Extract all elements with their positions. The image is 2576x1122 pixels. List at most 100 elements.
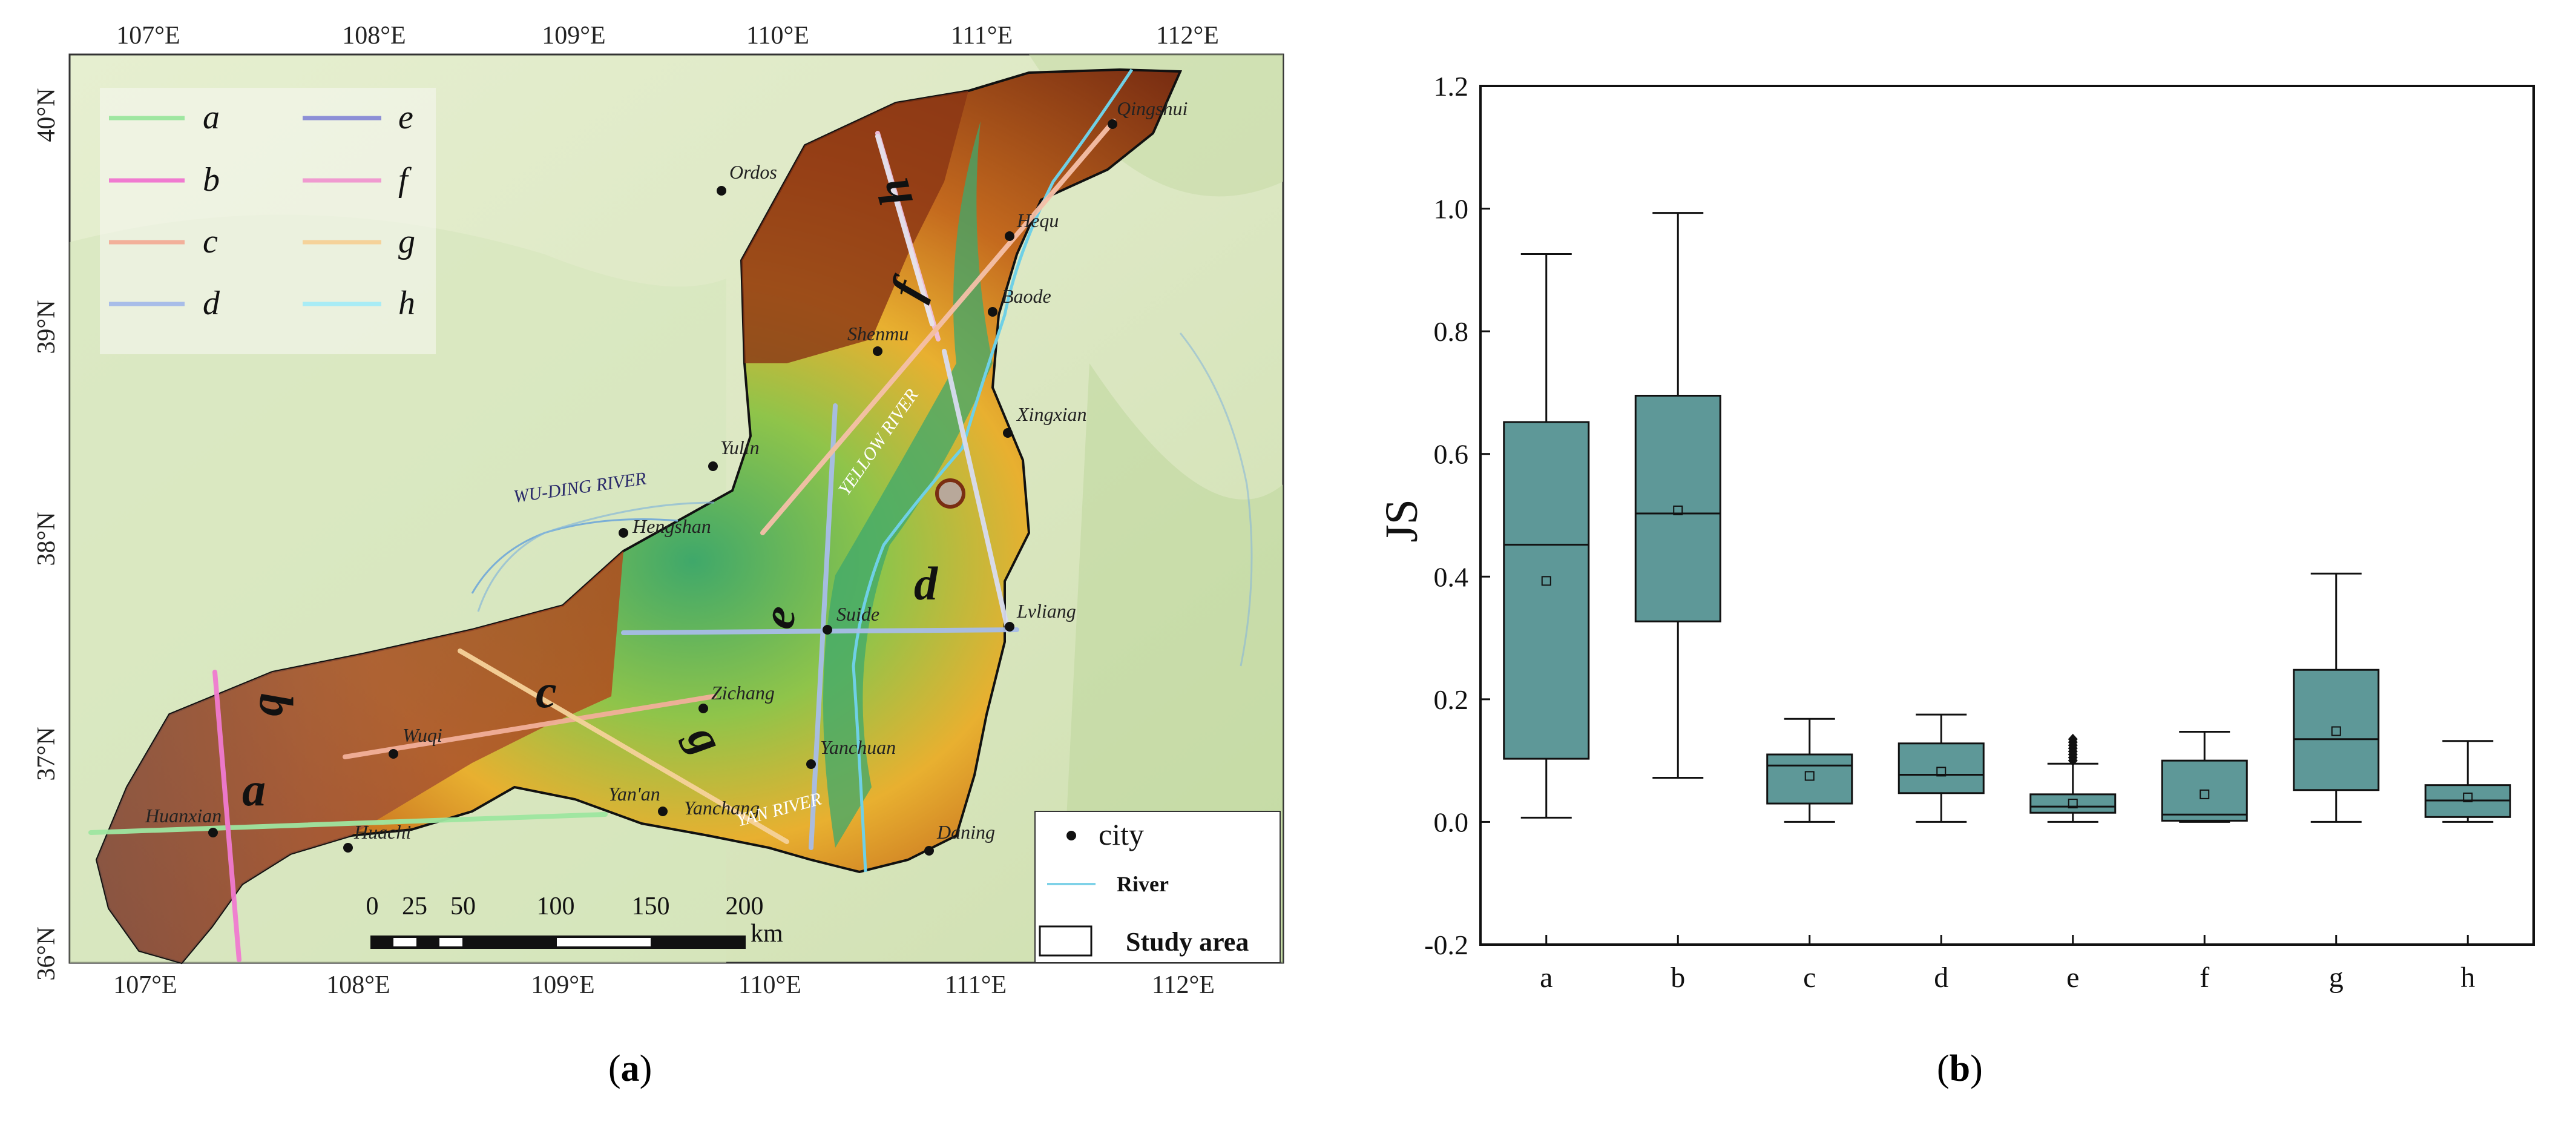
y-tick-label: 0.4: [1434, 561, 1469, 592]
profile-line-h2: [942, 349, 1010, 632]
external-river-1: [477, 501, 715, 612]
mean-marker: [1541, 576, 1551, 586]
profile-line-white: [875, 134, 935, 326]
scale-200: 200: [726, 893, 764, 920]
mountain-peak: [935, 478, 965, 509]
city-label-yanan: Yan'an: [608, 783, 660, 805]
city-label-huachi: Huachi: [353, 821, 411, 843]
profile-line-d: [621, 627, 1019, 635]
city-label-hequ: Hequ: [1016, 210, 1059, 231]
profile-legend: a b c d e f g h: [100, 88, 436, 354]
y-tick-label: 1.2: [1434, 71, 1469, 102]
city-label-daning: Daning: [936, 821, 995, 843]
box-g: [2293, 572, 2380, 823]
x-tick-label: b: [1671, 962, 1685, 994]
profile-line-c: [343, 694, 717, 759]
caption-a-letter: a: [620, 1048, 640, 1089]
lon-tick-bottom-0: 107°E: [113, 971, 177, 999]
box-f: [2161, 731, 2248, 823]
scale-unit: km: [751, 920, 783, 948]
city-label-yulin: Yulin: [720, 437, 760, 458]
scale-0: 0: [366, 893, 379, 920]
box-iqr: [1766, 753, 1853, 805]
city-label-xingxian: Xingxian: [1016, 403, 1087, 425]
x-tick-label: c: [1803, 962, 1816, 994]
x-tick-label: a: [1540, 962, 1552, 994]
box-d: [1898, 713, 1985, 823]
box-iqr: [1503, 421, 1590, 760]
mean-marker: [2068, 799, 2078, 809]
y-axis-label: JS: [1376, 499, 1427, 543]
outlier-point: [2068, 733, 2078, 745]
mean-marker: [2463, 792, 2473, 802]
caption-b-letter: b: [1949, 1048, 1971, 1089]
box-a: [1503, 253, 1590, 819]
lat-ticks: 40°N 39°N 38°N 37°N 36°N: [33, 88, 61, 980]
x-tick-label: g: [2329, 962, 2344, 994]
y-tick-label: 0.6: [1434, 439, 1469, 470]
scale-50: 50: [450, 893, 476, 920]
lon-tick-bottom-1: 108°E: [326, 971, 390, 999]
mean-marker: [2200, 789, 2210, 799]
profile-letter-b: b: [250, 693, 303, 717]
y-tick-label: 0.0: [1434, 807, 1469, 837]
caption-a: (a): [608, 1048, 652, 1089]
city-labels: Qingshui Ordos Hequ Baode Shenmu Xingxia…: [145, 97, 1188, 843]
profile-line-e: [809, 403, 838, 850]
legend-label-b: b: [203, 161, 220, 199]
legend-label-a: a: [203, 99, 220, 136]
y-axis-ticks: -0.2 0.0 0.2 0.4 0.6 0.8 1.0 1.2: [1424, 71, 1490, 960]
box-b: [1634, 212, 1721, 779]
city-label-suide: Suide: [836, 603, 879, 625]
profile-line-g: [458, 648, 789, 844]
city-label-baode: Baode: [1002, 285, 1051, 307]
lon-ticks-top: 107°E 108°E 109°E 110°E 111°E 112°E: [116, 22, 1219, 50]
scale-150: 150: [632, 893, 670, 920]
y-tick-label: 0.8: [1434, 316, 1469, 347]
box-iqr: [1898, 742, 1985, 794]
city-markers: [208, 119, 1117, 856]
lon-tick-top-5: 112°E: [1156, 22, 1219, 50]
profile-letter-a: a: [242, 763, 266, 816]
profile-letter-c: c: [536, 665, 557, 718]
mean-marker: [1673, 505, 1683, 515]
lon-tick-top-4: 111°E: [951, 22, 1013, 50]
north-terrain: [741, 91, 968, 363]
profile-line-a: [88, 812, 608, 835]
city-label-lvliang: Lvliang: [1016, 600, 1076, 622]
x-tick-label: h: [2460, 962, 2475, 994]
external-river-2: [1179, 332, 1253, 667]
legend-river: River: [1117, 872, 1169, 896]
lon-tick-top-3: 110°E: [746, 22, 809, 50]
box-iqr: [2029, 793, 2117, 814]
boxplot-panel: -0.2 0.0 0.2 0.4 0.6 0.8 1.0 1.2 JS a b c d e f g h: [1376, 71, 2535, 994]
city-label-zichang: Zichang: [711, 682, 775, 704]
lon-tick-bottom-3: 110°E: [738, 971, 801, 999]
box-h: [2424, 740, 2511, 823]
city-label-yanchuan: Yanchuan: [820, 736, 896, 758]
lon-tick-top-1: 108°E: [342, 22, 406, 50]
box-series: [1503, 212, 2511, 823]
city-label-hengshan: Hengshan: [632, 515, 711, 537]
city-label-qingshui: Qingshui: [1117, 97, 1188, 119]
lon-tick-top-0: 107°E: [116, 22, 180, 50]
map-legend: city River Study area: [1034, 811, 1281, 963]
lat-tick-0: 40°N: [33, 88, 61, 142]
map-panel: 107°E 108°E 109°E 110°E 111°E 112°E 107°…: [33, 22, 1284, 999]
box-iqr: [2293, 668, 2380, 791]
legend-label-c: c: [203, 223, 218, 260]
profile-line-h: [760, 119, 1116, 535]
x-tick-label: e: [2066, 962, 2079, 994]
scale-bar: 0 25 50 100 150 200 km: [366, 893, 783, 949]
legend-label-g: g: [398, 223, 415, 260]
city-label-wuqi: Wuqi: [402, 724, 442, 746]
city-label-yanchang: Yanchang: [684, 797, 760, 819]
lat-tick-1: 39°N: [33, 300, 61, 354]
x-tick-label: d: [1934, 962, 1948, 994]
profile-line-b: [212, 670, 242, 962]
x-axis-ticks: a b c d e f g h: [1540, 935, 2475, 994]
yellow-river-path: [852, 68, 1134, 873]
lon-ticks-bottom: 107°E 108°E 109°E 110°E 111°E 112°E: [113, 971, 1215, 999]
lat-tick-3: 37°N: [33, 727, 61, 780]
box-e: [2029, 733, 2117, 823]
